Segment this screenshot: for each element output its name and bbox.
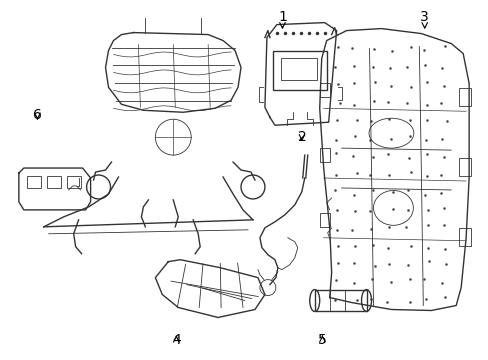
Text: 1: 1 [278, 10, 286, 28]
Text: 4: 4 [172, 333, 180, 347]
Text: 2: 2 [297, 130, 305, 144]
Text: 5: 5 [317, 333, 326, 347]
Text: 3: 3 [420, 10, 428, 28]
Text: 6: 6 [33, 108, 42, 122]
